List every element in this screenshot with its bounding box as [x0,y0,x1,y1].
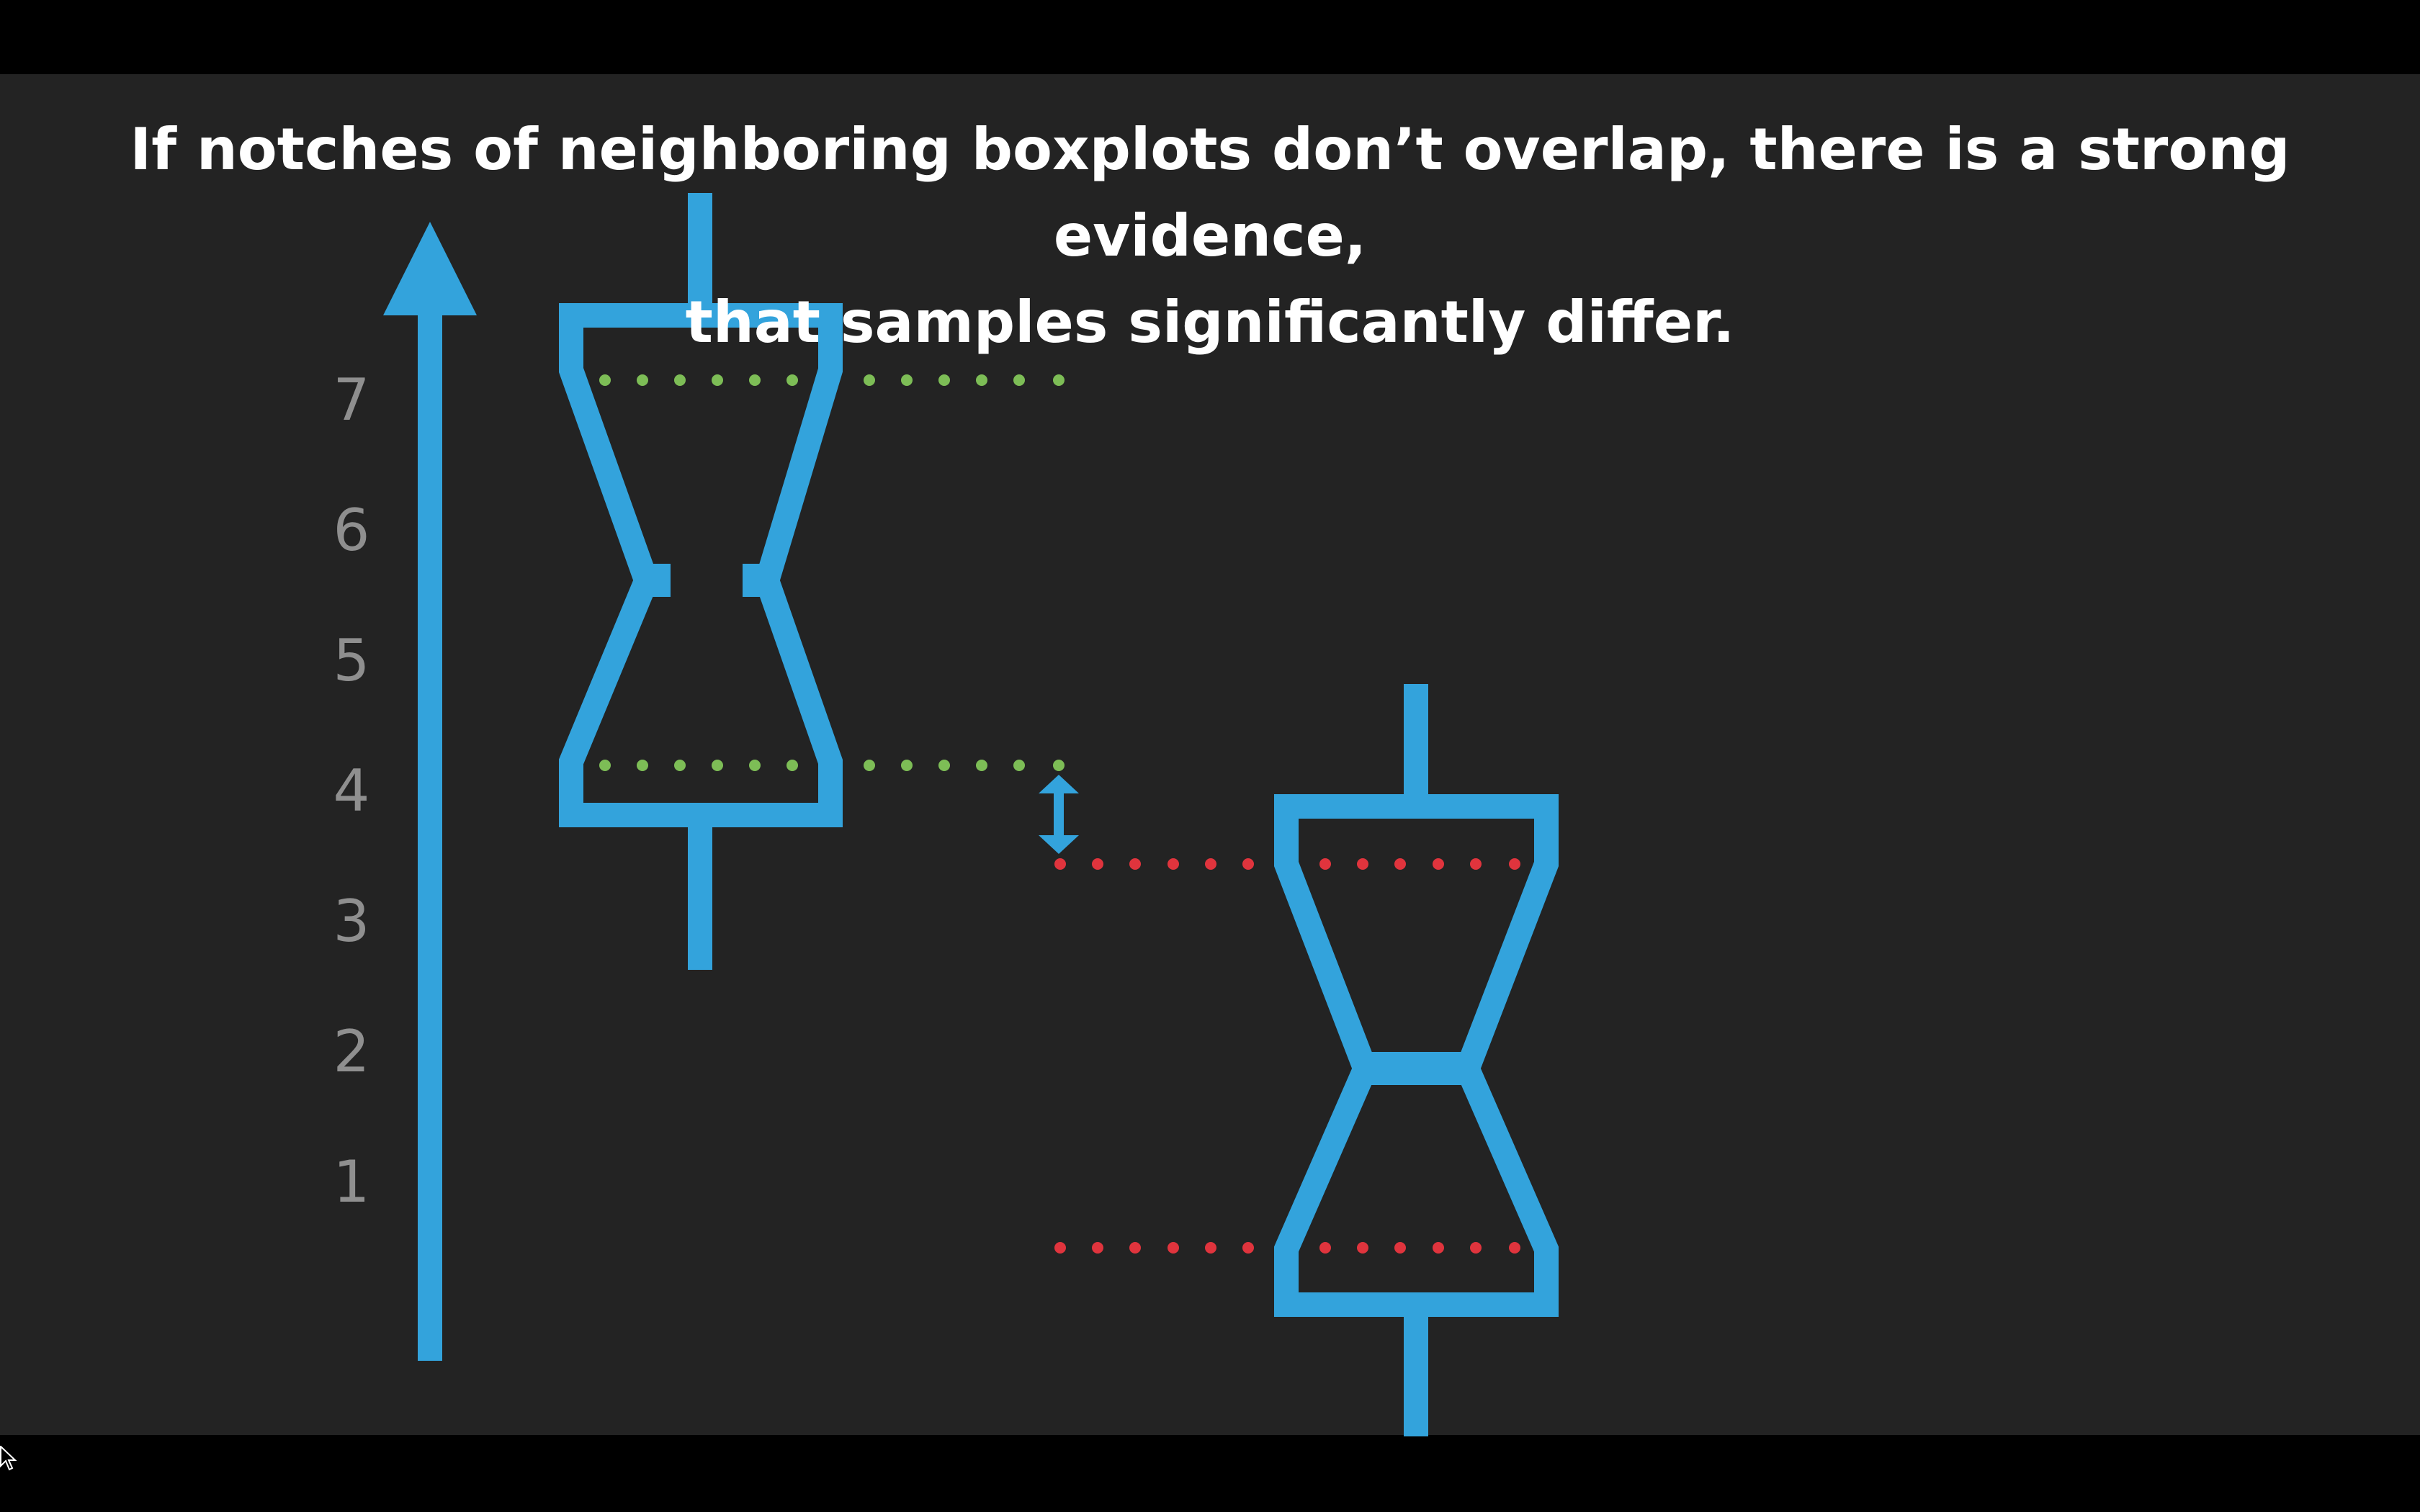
double-arrow-icon [1039,775,1079,854]
notch-dot [1470,858,1482,870]
notch-dot [1129,858,1141,870]
notch-guide-upper-right [1054,858,1520,870]
notch-dot [976,760,987,771]
y-axis [383,222,477,1361]
slide-title: If notches of neighboring boxplots don’t… [0,107,2420,366]
notch-dot [1394,858,1406,870]
notch-dot [1054,1242,1066,1254]
notch-dot [1092,858,1103,870]
notch-dot [1168,858,1179,870]
notch-guide-upper-left [599,374,1065,386]
notch-dot [749,760,761,771]
notch-dot [786,760,798,771]
tick-label-4: 4 [333,757,370,824]
notch-dot [1433,858,1444,870]
notch-guide-lower-right [1054,1242,1520,1254]
tick-label-3: 3 [333,888,370,955]
tick-label-5: 5 [333,627,370,694]
notch-dot [1013,374,1025,386]
tick-label-6: 6 [333,497,370,564]
notch-dot [599,760,611,771]
y-axis-line [418,310,442,1361]
title-line-1: If notches of neighboring boxplots don’t… [130,116,2290,269]
notch-dot [1509,858,1520,870]
notch-dot [1053,374,1065,386]
notch-dot [1509,1242,1520,1254]
notch-dot [864,374,875,386]
notch-dot [938,760,950,771]
notch-dot [1205,1242,1216,1254]
notch-dot [1092,1242,1103,1254]
notch-dot [901,760,913,771]
notch-dot [637,374,648,386]
notch-dot [1394,1242,1406,1254]
notch-dot [712,760,723,771]
notch-dot [1053,760,1065,771]
tick-label-1: 1 [333,1148,370,1215]
title-line-2: that samples significantly differ. [685,289,1735,356]
notch-dot [1319,1242,1331,1254]
boxplot-right-notched-box [1274,794,1559,1317]
boxplot-left-notched-box [559,303,843,827]
notch-dot [901,374,913,386]
notch-dot [1319,858,1331,870]
tick-label-2: 2 [333,1018,370,1085]
notch-dot [749,374,761,386]
notch-dot [1242,858,1254,870]
notch-dot [1433,1242,1444,1254]
notch-dot [1129,1242,1141,1254]
notch-dot [1168,1242,1179,1254]
notch-dot [1013,760,1025,771]
boxplot-left-lower-whisker [688,821,712,970]
y-axis-tick-labels: 7 6 5 4 3 2 1 [333,366,370,1215]
notch-dot [1357,858,1368,870]
notch-dot [1242,1242,1254,1254]
up-arrow-icon [383,222,477,315]
notch-dot [599,374,611,386]
mouse-cursor-icon [0,1446,17,1471]
notch-dot [1470,1242,1482,1254]
notch-dot [786,374,798,386]
boxplot-left-upper-whisker [688,193,712,308]
notch-dot [637,760,648,771]
notch-dot [864,760,875,771]
notch-dot [712,374,723,386]
boxplot-right-upper-whisker [1404,684,1428,803]
notch-dot [938,374,950,386]
notch-dot [976,374,987,386]
notch-dot [1054,858,1066,870]
notch-dot [674,760,686,771]
notch-dot [1205,858,1216,870]
boxplot-right-lower-whisker [1404,1314,1428,1436]
boxplot-left [559,193,843,970]
notch-guide-lower-left [599,760,1065,771]
notch-dot [674,374,686,386]
boxplot-right [1274,684,1559,1436]
notch-dot [1357,1242,1368,1254]
tick-label-7: 7 [333,366,370,433]
